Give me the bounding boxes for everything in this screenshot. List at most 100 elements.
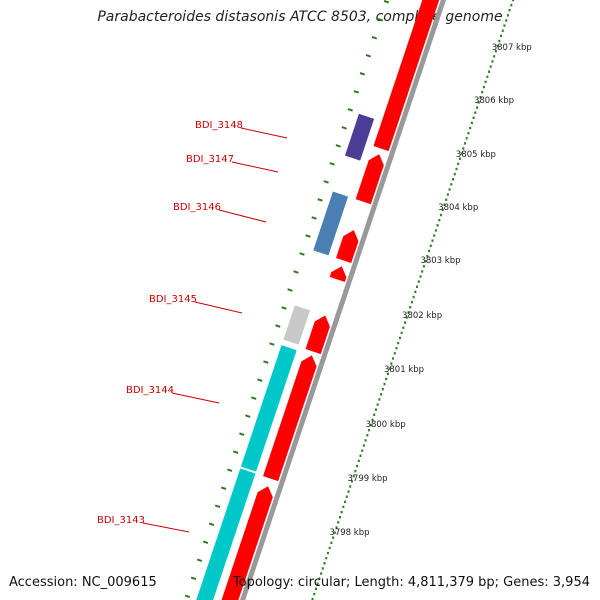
scale-dot: [410, 300, 413, 304]
scale-dot: [433, 234, 436, 237]
scale-dot: [443, 203, 446, 207]
scale-dot: [366, 434, 369, 437]
scale-dot: [350, 480, 353, 483]
cds-arrow: [373, 0, 440, 152]
scale-dot: [472, 116, 475, 119]
scale-dot: [431, 239, 434, 242]
scale-dot: [505, 19, 508, 22]
scale-dot: [340, 510, 343, 514]
scale-dot: [325, 556, 328, 560]
scale-dot: [402, 326, 405, 329]
tick-mark: [299, 252, 305, 256]
tick-mark: [287, 288, 293, 292]
scale-dot: [364, 439, 367, 442]
gene-BDI_3148: [344, 113, 375, 161]
scale-dot: [369, 423, 372, 427]
scale-dot: [314, 587, 317, 591]
scale-dot: [421, 270, 424, 273]
leader-line: [142, 522, 190, 533]
scale-dot: [424, 259, 427, 263]
scale-dot: [448, 188, 451, 191]
gene-label: BDI_3143: [97, 515, 145, 526]
tick-mark: [214, 504, 221, 508]
scale-label: 3806 kbp: [474, 96, 514, 106]
gene-label: BDI_3145: [149, 294, 197, 305]
scale-dot: [477, 101, 480, 104]
gene-BDI_3143: [196, 468, 256, 600]
scale-dot: [378, 398, 381, 401]
scale-dot: [323, 562, 326, 565]
scale-dot: [506, 14, 509, 17]
scale-dot: [381, 387, 384, 391]
gene-BDI_3146: [313, 191, 349, 256]
tick-mark: [323, 180, 329, 184]
scale-dot: [332, 536, 335, 539]
scale-dot: [412, 295, 415, 299]
scale-dot: [398, 336, 401, 340]
tick-mark: [377, 17, 384, 22]
scale-dot: [500, 34, 503, 38]
tick-mark: [353, 90, 359, 94]
scale-label: 3801 kbp: [384, 365, 424, 375]
gene-track-inner: [196, 113, 375, 600]
scale-dot: [368, 428, 371, 432]
tick-mark: [245, 414, 251, 418]
scale-dot: [354, 469, 357, 473]
scale-dot: [488, 70, 491, 73]
tick-mark: [196, 558, 203, 563]
scale-dot: [362, 444, 365, 447]
tick-mark: [251, 396, 257, 400]
scale-dot: [416, 285, 419, 288]
scale-dot: [441, 208, 444, 212]
scale-dot: [498, 39, 501, 43]
scale-dot: [462, 147, 465, 150]
scale-dot: [491, 60, 494, 63]
scale-label: 3802 kbp: [402, 311, 442, 321]
scale-dot: [337, 521, 340, 524]
cds-arrow: [355, 154, 384, 205]
cds-arrow: [336, 230, 359, 264]
scale-dot: [446, 193, 449, 196]
scale-dot: [338, 516, 341, 519]
scale-dot: [371, 418, 374, 422]
scale-dot: [486, 75, 489, 79]
scale-dot: [395, 347, 398, 350]
scale-dot: [512, 0, 515, 2]
scale-dot: [417, 280, 420, 283]
scale-dot: [407, 311, 410, 314]
scale-dot: [388, 367, 391, 370]
tick-mark: [269, 342, 275, 346]
cds-arrow: [305, 315, 330, 355]
topology-text: Topology: circular; Length: 4,811,379 bp…: [232, 575, 590, 590]
scale-dot: [503, 24, 506, 27]
scale-dot: [318, 577, 321, 580]
accession-text: Accession: NC_009615: [9, 575, 157, 590]
scale-dot: [383, 382, 386, 386]
scale-dot: [328, 546, 331, 550]
tick-mark: [335, 144, 341, 148]
scale-label: 3803 kbp: [420, 256, 460, 266]
scale-dot: [393, 352, 396, 355]
scale-dot: [376, 403, 379, 406]
scale-dot: [501, 29, 504, 32]
scale-dot: [400, 331, 403, 335]
scale-dot: [380, 393, 383, 396]
scale-dot: [386, 372, 389, 376]
gene-label: BDI_3144: [126, 385, 174, 396]
scale-dot: [313, 592, 316, 596]
scale-dot: [414, 290, 417, 294]
tick-mark: [365, 54, 372, 58]
scale-dot: [464, 142, 467, 145]
tick-mark: [190, 576, 197, 581]
scale-dot: [316, 582, 319, 585]
tick-mark: [293, 270, 299, 274]
scale-dot: [474, 111, 477, 114]
scale-dot: [493, 55, 496, 58]
scale-dot: [470, 121, 473, 125]
scale-dot: [361, 449, 364, 452]
tick-mark: [281, 306, 287, 310]
gene-labels: BDI_3148 BDI_3147 BDI_3146 BDI_3145 BDI_3144…: [97, 120, 288, 533]
scale-dot: [345, 495, 348, 498]
tick-mark: [317, 198, 323, 202]
